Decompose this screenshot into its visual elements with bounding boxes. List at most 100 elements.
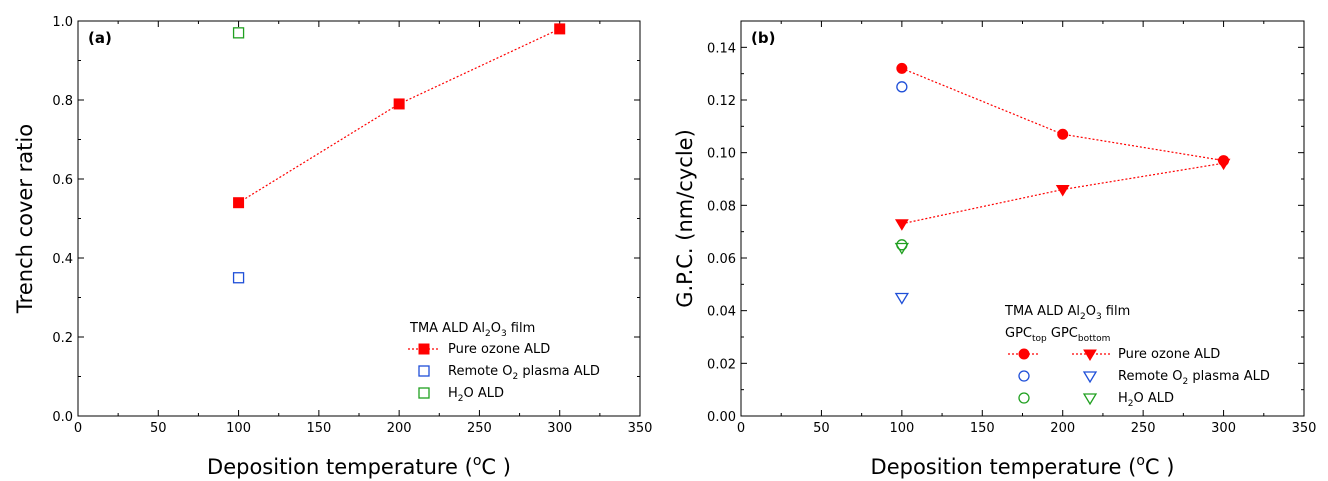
series-1 <box>894 158 1231 231</box>
legend-label-part: H <box>1118 391 1128 406</box>
x-tick-label: 150 <box>970 421 995 436</box>
legend-title-part: O <box>1086 304 1096 319</box>
legend-label-part: H <box>448 386 458 401</box>
y-tick-label: 0.00 <box>707 410 736 425</box>
data-point <box>896 62 908 74</box>
legend-title-part: O <box>491 321 501 336</box>
legend-label-part: O ALD <box>1134 391 1175 406</box>
data-point <box>554 23 566 35</box>
legend-title: TMA ALD Al2O3 film <box>409 321 535 339</box>
x-tick-label: 250 <box>1131 421 1156 436</box>
x-tick-label: 150 <box>306 421 331 436</box>
legend-title-part: TMA ALD Al <box>1004 304 1080 319</box>
series-2 <box>896 81 908 93</box>
x-tick-label: 300 <box>1211 421 1236 436</box>
legend-title-part: TMA ALD Al <box>409 321 485 336</box>
legend-header-part: top <box>1032 334 1047 344</box>
y-tick-label: 0.04 <box>707 305 736 320</box>
legend-marker <box>1083 349 1097 361</box>
series-1 <box>232 272 245 284</box>
data-point <box>393 98 405 110</box>
x-axis-label-part: Deposition temperature ( <box>207 455 473 479</box>
legend-header-part: GPC <box>1047 326 1078 341</box>
y-tick-label: 0.4 <box>52 252 73 267</box>
chart-panel-a: 0 50 100 150 200 250 300 350 0.0 0.2 0.4 0.6 0.8 1.0 (… <box>13 15 652 479</box>
legend-label: Pure ozone ALD <box>448 342 550 357</box>
legend-label-part: Remote O <box>1118 369 1183 384</box>
legend-header-part: GPC <box>1005 326 1032 341</box>
data-point <box>894 292 910 305</box>
y-axis-label: G.P.C. (nm/cycle) <box>673 129 697 308</box>
x-axis-label-part: o <box>1136 453 1145 469</box>
y-tick-label: 0.12 <box>707 94 736 109</box>
data-point <box>1057 128 1069 140</box>
y-tick-label: 0.14 <box>707 41 736 56</box>
x-axis-label-part: Deposition temperature ( <box>871 455 1137 479</box>
x-tick-label: 100 <box>226 421 251 436</box>
y-tick-label: 0.2 <box>52 331 73 346</box>
legend-label: Remote O2 plasma ALD <box>1118 369 1270 387</box>
legend: TMA ALD Al2O3 film Pure ozone ALD Remote O… <box>408 321 600 404</box>
x-tick-label: 0 <box>737 421 745 436</box>
series-3 <box>894 292 910 305</box>
y-tick-label: 0.06 <box>707 252 736 267</box>
x-tick-label: 350 <box>628 421 653 436</box>
x-tick-label: 350 <box>1292 421 1317 436</box>
legend-title-part: 3 <box>1096 312 1102 322</box>
data-point <box>894 219 909 231</box>
y-tick-label: 0.0 <box>52 410 73 425</box>
x-axis-label-part: C ) <box>481 455 511 479</box>
legend-label-part: 2 <box>458 394 464 404</box>
legend-label: Remote O2 plasma ALD <box>448 364 600 382</box>
panel-label: (b) <box>751 29 775 47</box>
x-tick-label: 50 <box>813 421 830 436</box>
legend-label-part: O ALD <box>464 386 505 401</box>
data-point <box>896 81 908 93</box>
series-5 <box>894 242 910 255</box>
legend-marker <box>418 365 430 377</box>
legend-header-part: bottom <box>1078 334 1111 344</box>
plot-frame <box>77 20 641 417</box>
legend-label-part: plasma ALD <box>1188 369 1270 384</box>
series-0 <box>233 23 566 209</box>
x-tick-label: 250 <box>467 421 492 436</box>
series-line <box>238 28 560 204</box>
data-point <box>1055 185 1070 197</box>
legend-title-part: film <box>1102 304 1131 319</box>
legend-label: Pure ozone ALD <box>1118 347 1220 362</box>
x-tick-label: 100 <box>889 421 914 436</box>
legend-marker <box>1082 371 1098 384</box>
series-2 <box>232 27 245 39</box>
x-tick-label: 300 <box>547 421 572 436</box>
panel-label: (a) <box>88 29 112 47</box>
data-point <box>232 27 245 39</box>
data-point <box>894 242 910 255</box>
y-tick-label: 0.6 <box>52 173 73 188</box>
legend-label-part: plasma ALD <box>518 364 600 379</box>
series-line <box>901 67 1224 162</box>
y-tick-label: 0.8 <box>52 94 73 109</box>
y-tick-label: 0.02 <box>707 357 736 372</box>
legend-title-part: 2 <box>485 329 491 339</box>
data-point <box>232 272 245 284</box>
legend-marker <box>1018 392 1030 404</box>
legend-label-part: 2 <box>513 372 519 382</box>
legend-label-part: Remote O <box>448 364 513 379</box>
series-0 <box>896 62 1230 167</box>
x-tick-label: 200 <box>1050 421 1075 436</box>
y-tick-label: 0.10 <box>707 147 736 162</box>
x-axis-label-part: C ) <box>1145 455 1175 479</box>
legend-label-part: 2 <box>1183 377 1189 387</box>
y-tick-label: 0.08 <box>707 199 736 214</box>
legend-marker <box>418 343 430 355</box>
legend-marker <box>1018 370 1030 382</box>
legend-label: H2O ALD <box>448 386 504 404</box>
legend-label: H2O ALD <box>1118 391 1174 409</box>
legend-marker <box>1082 393 1098 406</box>
legend-label-part: 2 <box>1128 399 1134 409</box>
y-axis-label: Trench cover ratio <box>13 124 37 314</box>
legend-title: TMA ALD Al2O3 film <box>1004 304 1130 322</box>
